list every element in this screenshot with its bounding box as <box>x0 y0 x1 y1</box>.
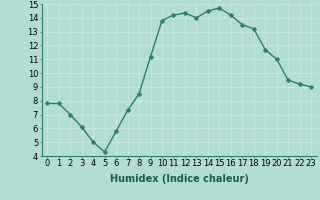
X-axis label: Humidex (Indice chaleur): Humidex (Indice chaleur) <box>110 174 249 184</box>
